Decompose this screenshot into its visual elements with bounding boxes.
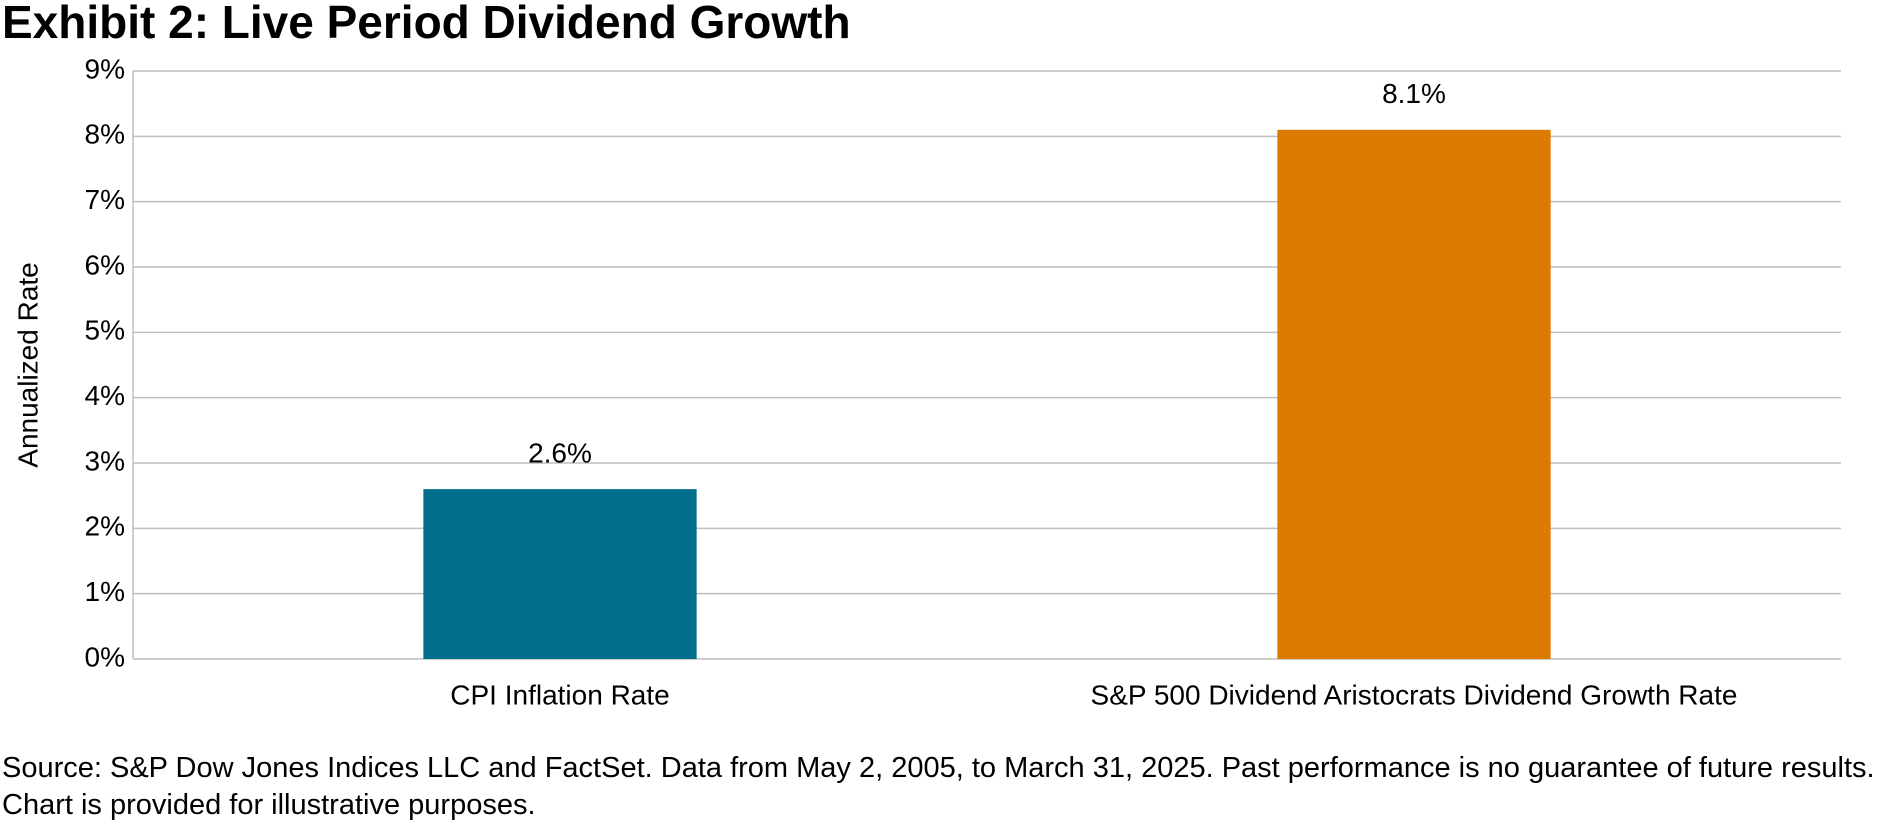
y-tick-label: 4% xyxy=(85,380,125,411)
y-axis-label: Annualized Rate xyxy=(12,262,43,467)
y-tick-label: 7% xyxy=(85,184,125,215)
bar xyxy=(423,489,697,659)
y-tick-label: 3% xyxy=(85,445,125,476)
value-label: 8.1% xyxy=(1382,78,1446,109)
chart: Exhibit 2: Live Period Dividend Growth A… xyxy=(2,0,1841,710)
source-note: Source: S&P Dow Jones Indices LLC and Fa… xyxy=(2,752,1875,821)
y-tick-label: 2% xyxy=(85,511,125,542)
y-tick-label: 5% xyxy=(85,315,125,346)
y-tick-label: 9% xyxy=(85,53,125,84)
chart-title: Exhibit 2: Live Period Dividend Growth xyxy=(2,0,851,48)
y-tick-label: 0% xyxy=(85,641,125,672)
value-label: 2.6% xyxy=(528,438,592,469)
y-tick-label: 8% xyxy=(85,119,125,150)
x-tick-label: S&P 500 Dividend Aristocrats Dividend Gr… xyxy=(1091,679,1738,710)
y-tick-label: 1% xyxy=(85,576,125,607)
y-tick-label: 6% xyxy=(85,249,125,280)
x-tick-label: CPI Inflation Rate xyxy=(450,679,669,710)
bar xyxy=(1277,129,1551,660)
